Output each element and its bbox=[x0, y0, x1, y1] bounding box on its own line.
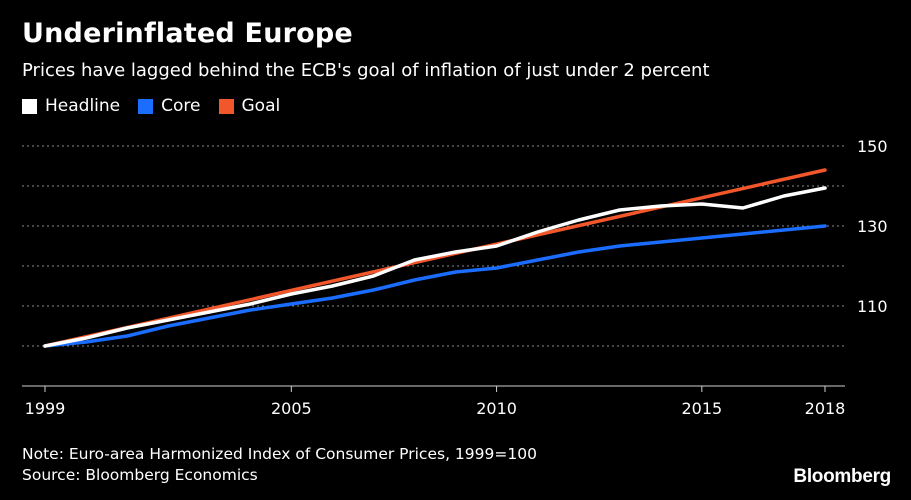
legend-swatch-core bbox=[138, 98, 154, 114]
series-lines bbox=[43, 168, 827, 348]
legend-label-headline: Headline bbox=[45, 96, 121, 116]
legend-label-goal: Goal bbox=[241, 96, 281, 116]
x-tick-label-2010: 2010 bbox=[476, 399, 517, 418]
y-tick-label-110: 110 bbox=[857, 297, 888, 316]
x-tick-label-2005: 2005 bbox=[271, 399, 312, 418]
legend-swatch-goal bbox=[218, 98, 234, 114]
x-tick-label-2015: 2015 bbox=[681, 399, 722, 418]
line-chart: 1999 2005 2010 2015 2018 110 130 150 bbox=[22, 137, 888, 418]
legend: Headline Core Goal bbox=[22, 96, 298, 116]
x-tick-label-2018: 2018 bbox=[805, 399, 846, 418]
legend-label-core: Core bbox=[161, 96, 201, 116]
x-tick-label-1999: 1999 bbox=[25, 399, 66, 418]
y-axis-labels: 110 130 150 bbox=[857, 137, 888, 316]
legend-item-core: Core bbox=[138, 96, 201, 116]
chart-note: Note: Euro-area Harmonized Index of Cons… bbox=[22, 444, 537, 486]
gridlines bbox=[22, 145, 845, 347]
y-tick-label-150: 150 bbox=[857, 137, 888, 156]
chart-title: Underinflated Europe bbox=[22, 18, 353, 49]
chart-subtitle: Prices have lagged behind the ECB's goal… bbox=[22, 60, 710, 81]
legend-item-headline: Headline bbox=[22, 96, 120, 116]
legend-swatch-headline bbox=[22, 98, 37, 114]
x-axis: 1999 2005 2010 2015 2018 bbox=[22, 385, 846, 418]
bloomberg-logo: Bloomberg bbox=[793, 466, 891, 487]
series-line-core bbox=[43, 224, 827, 348]
note-text: Note: Euro-area Harmonized Index of Cons… bbox=[22, 445, 537, 463]
source-text: Source: Bloomberg Economics bbox=[22, 466, 258, 484]
legend-item-goal: Goal bbox=[218, 96, 281, 116]
series-line-goal bbox=[43, 168, 827, 348]
series-line-headline bbox=[43, 186, 827, 348]
y-tick-label-130: 130 bbox=[857, 217, 888, 236]
